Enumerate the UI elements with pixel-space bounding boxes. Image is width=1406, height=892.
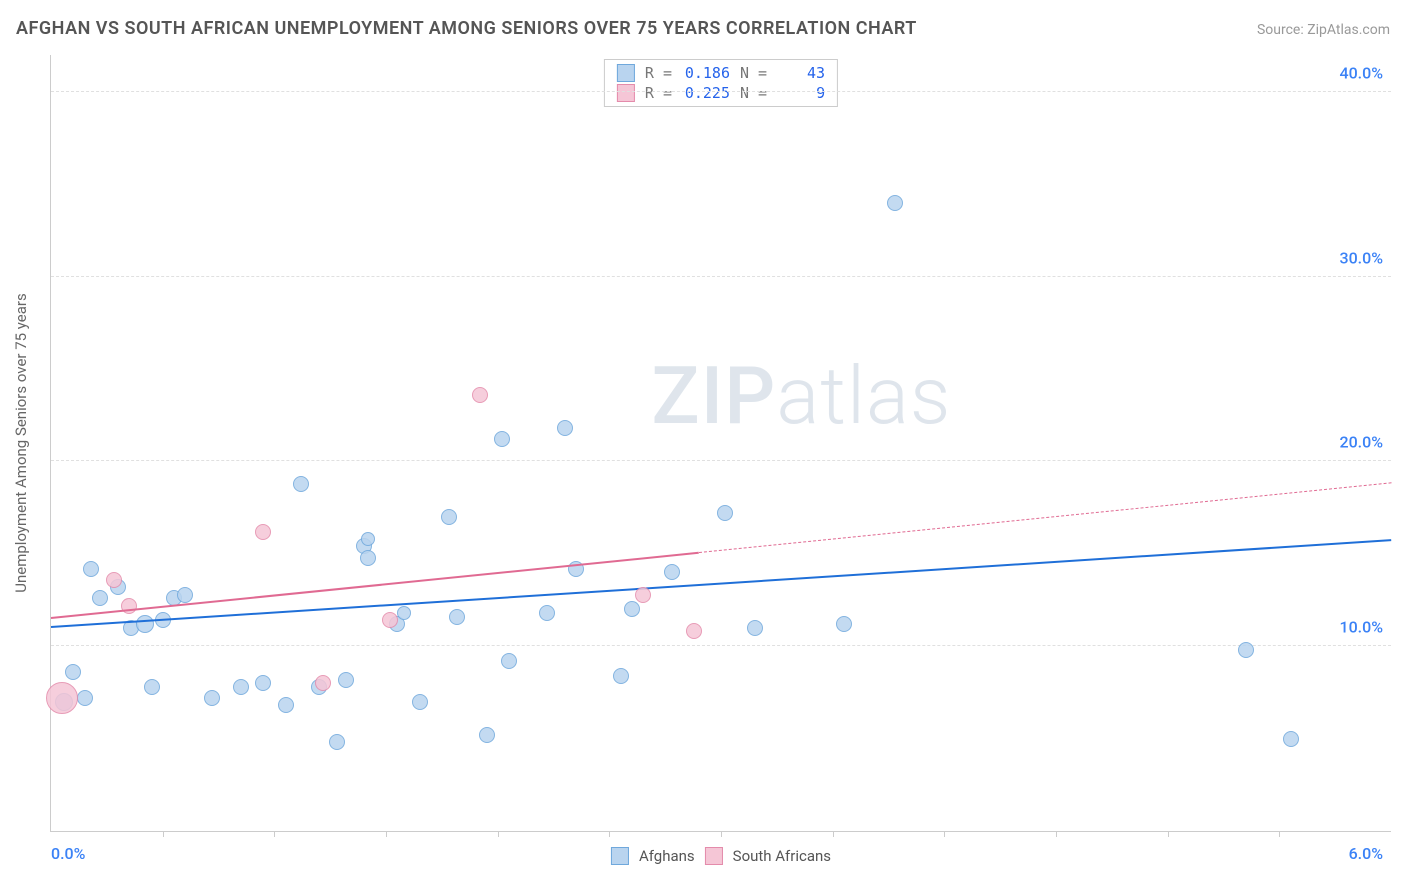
data-point	[664, 564, 680, 580]
legend-row: R = 0.225 N = 9	[617, 84, 825, 102]
data-point	[46, 682, 78, 714]
x-axis-max-label: 6.0%	[1349, 844, 1383, 863]
gridline	[51, 645, 1391, 646]
data-point	[412, 694, 428, 710]
legend-r-label: R =	[645, 64, 672, 82]
legend-swatch	[617, 64, 635, 82]
data-point	[717, 505, 733, 521]
scatter-plot: ZIPatlas Unemployment Among Seniors over…	[50, 55, 1391, 832]
trend-line	[51, 539, 1391, 628]
data-point	[635, 587, 651, 603]
data-point	[441, 509, 457, 525]
data-point	[382, 612, 398, 628]
data-point	[472, 387, 488, 403]
data-point	[887, 195, 903, 211]
legend-n-value: 43	[777, 64, 825, 82]
x-tick	[1056, 831, 1057, 837]
watermark: ZIPatlas	[651, 349, 951, 443]
chart-title: AFGHAN VS SOUTH AFRICAN UNEMPLOYMENT AMO…	[16, 18, 917, 39]
data-point	[255, 675, 271, 691]
data-point	[449, 609, 465, 625]
data-point	[77, 690, 93, 706]
data-point	[315, 675, 331, 691]
data-point	[293, 476, 309, 492]
data-point	[338, 672, 354, 688]
source-attribution: Source: ZipAtlas.com	[1257, 22, 1390, 38]
data-point	[144, 679, 160, 695]
x-tick	[498, 831, 499, 837]
data-point	[397, 606, 411, 620]
x-tick	[274, 831, 275, 837]
legend-swatch	[705, 847, 723, 865]
data-point	[747, 620, 763, 636]
legend-r-value: 0.225	[682, 84, 730, 102]
legend-r-value: 0.186	[682, 64, 730, 82]
legend-swatch	[611, 847, 629, 865]
data-point	[255, 524, 271, 540]
x-tick	[1168, 831, 1169, 837]
data-point	[233, 679, 249, 695]
x-tick	[833, 831, 834, 837]
data-point	[613, 668, 629, 684]
data-point	[177, 587, 193, 603]
data-point	[1283, 731, 1299, 747]
data-point	[65, 664, 81, 680]
data-point	[557, 420, 573, 436]
data-point	[136, 615, 154, 633]
data-point	[1238, 642, 1254, 658]
x-axis-min-label: 0.0%	[51, 844, 85, 863]
correlation-legend: R = 0.186 N = 43 R = 0.225 N = 9	[604, 59, 838, 107]
y-tick-label: 10.0%	[1339, 618, 1383, 637]
data-point	[539, 605, 555, 621]
gridline	[51, 276, 1391, 277]
data-point	[278, 697, 294, 713]
legend-n-label: N =	[740, 84, 767, 102]
legend-series-label: Afghans	[639, 847, 695, 865]
data-point	[106, 572, 122, 588]
trend-line	[699, 483, 1391, 554]
y-tick-label: 30.0%	[1339, 248, 1383, 267]
data-point	[686, 623, 702, 639]
data-point	[494, 431, 510, 447]
data-point	[361, 532, 375, 546]
legend-series-label: South Africans	[733, 847, 831, 865]
gridline	[51, 460, 1391, 461]
data-point	[624, 601, 640, 617]
x-tick	[386, 831, 387, 837]
legend-swatch	[617, 84, 635, 102]
series-legend: Afghans South Africans	[611, 847, 831, 865]
data-point	[329, 734, 345, 750]
legend-row: R = 0.186 N = 43	[617, 64, 825, 82]
x-tick	[721, 831, 722, 837]
data-point	[479, 727, 495, 743]
data-point	[360, 550, 376, 566]
data-point	[92, 590, 108, 606]
y-tick-label: 40.0%	[1339, 63, 1383, 82]
x-tick	[163, 831, 164, 837]
data-point	[83, 561, 99, 577]
data-point	[204, 690, 220, 706]
x-tick	[609, 831, 610, 837]
y-tick-label: 20.0%	[1339, 433, 1383, 452]
y-axis-title: Unemployment Among Seniors over 75 years	[12, 293, 30, 592]
x-tick	[944, 831, 945, 837]
legend-r-label: R =	[645, 84, 672, 102]
gridline	[51, 91, 1391, 92]
legend-n-value: 9	[777, 84, 825, 102]
data-point	[836, 616, 852, 632]
data-point	[501, 653, 517, 669]
x-tick	[1279, 831, 1280, 837]
legend-n-label: N =	[740, 64, 767, 82]
